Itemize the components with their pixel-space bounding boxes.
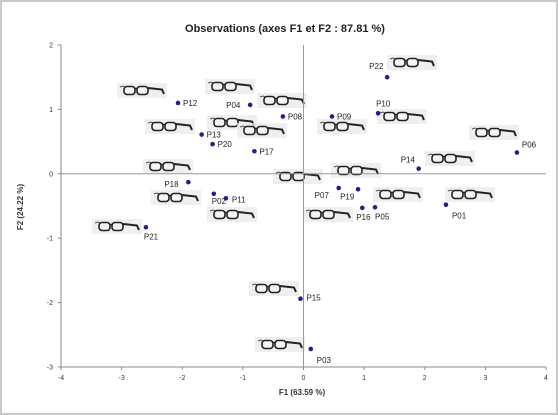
data-point (355, 186, 361, 192)
y-axis-label: F2 (24.22 %) (16, 184, 25, 231)
data-point (384, 74, 390, 80)
point-label: P01 (452, 212, 467, 221)
data-point (336, 185, 341, 191)
point-label: P22 (369, 62, 384, 71)
x-tick-label: 2 (423, 375, 427, 382)
point-label: P14 (401, 156, 416, 165)
chart-title: Observations (axes F1 et F2 : 87.81 %) (185, 23, 385, 35)
y-tick-label: 0 (49, 171, 53, 178)
y-tick-label: 1 (49, 107, 53, 114)
x-tick-label: 0 (302, 375, 306, 382)
point-label: P20 (218, 140, 233, 149)
point-label: P17 (259, 147, 274, 156)
data-point (416, 166, 421, 171)
data-point (143, 224, 149, 230)
point-label: P02 (212, 197, 227, 206)
point-label: P11 (232, 195, 246, 204)
point-label: P09 (337, 112, 352, 121)
y-tick-label: -1 (47, 236, 53, 243)
x-tick-label: -4 (58, 375, 64, 382)
point-label: P04 (226, 101, 241, 110)
data-point (199, 132, 204, 137)
point-label: P16 (356, 213, 371, 222)
data-point (298, 296, 303, 302)
point-label: P03 (317, 356, 332, 365)
data-point (443, 202, 449, 208)
x-tick-label: 1 (362, 375, 366, 382)
x-tick-label: -2 (179, 375, 185, 382)
y-tick-label: -3 (47, 365, 53, 372)
y-tick-label: 2 (49, 43, 53, 50)
data-point (375, 110, 381, 116)
data-point (210, 141, 215, 147)
point-label: P10 (376, 99, 391, 108)
data-point (223, 195, 229, 201)
point-label: P07 (315, 191, 330, 200)
data-point (329, 114, 335, 119)
x-axis-ticks: -4 -3 -2 -1 0 1 2 3 4 (58, 367, 548, 382)
point-label: P06 (522, 141, 537, 150)
x-tick-label: 4 (544, 375, 548, 382)
point-label: P08 (288, 112, 303, 121)
point-label: P15 (306, 294, 321, 303)
data-point (280, 114, 286, 119)
data-point (372, 204, 378, 210)
x-axis-label: F1 (63.59 %) (279, 388, 326, 397)
point-label: P19 (340, 192, 355, 201)
y-tick-label: -2 (47, 300, 53, 307)
point-label: P13 (207, 131, 222, 140)
x-tick-label: -1 (240, 375, 246, 382)
glasses-decorations (92, 55, 519, 352)
point-label: P12 (183, 99, 198, 108)
point-label: P05 (375, 212, 390, 221)
data-point (252, 148, 257, 154)
data-point (247, 102, 253, 108)
data-point (186, 179, 191, 185)
data-point (360, 205, 365, 211)
data-point (175, 100, 181, 106)
data-point (514, 150, 520, 155)
point-label: P21 (144, 232, 159, 241)
data-point (308, 346, 314, 352)
point-label: P18 (164, 180, 179, 189)
x-tick-label: 3 (483, 375, 487, 382)
x-tick-label: -3 (119, 375, 125, 382)
data-point (211, 191, 217, 197)
y-axis-ticks: -3 -2 -1 0 1 2 (47, 43, 61, 372)
